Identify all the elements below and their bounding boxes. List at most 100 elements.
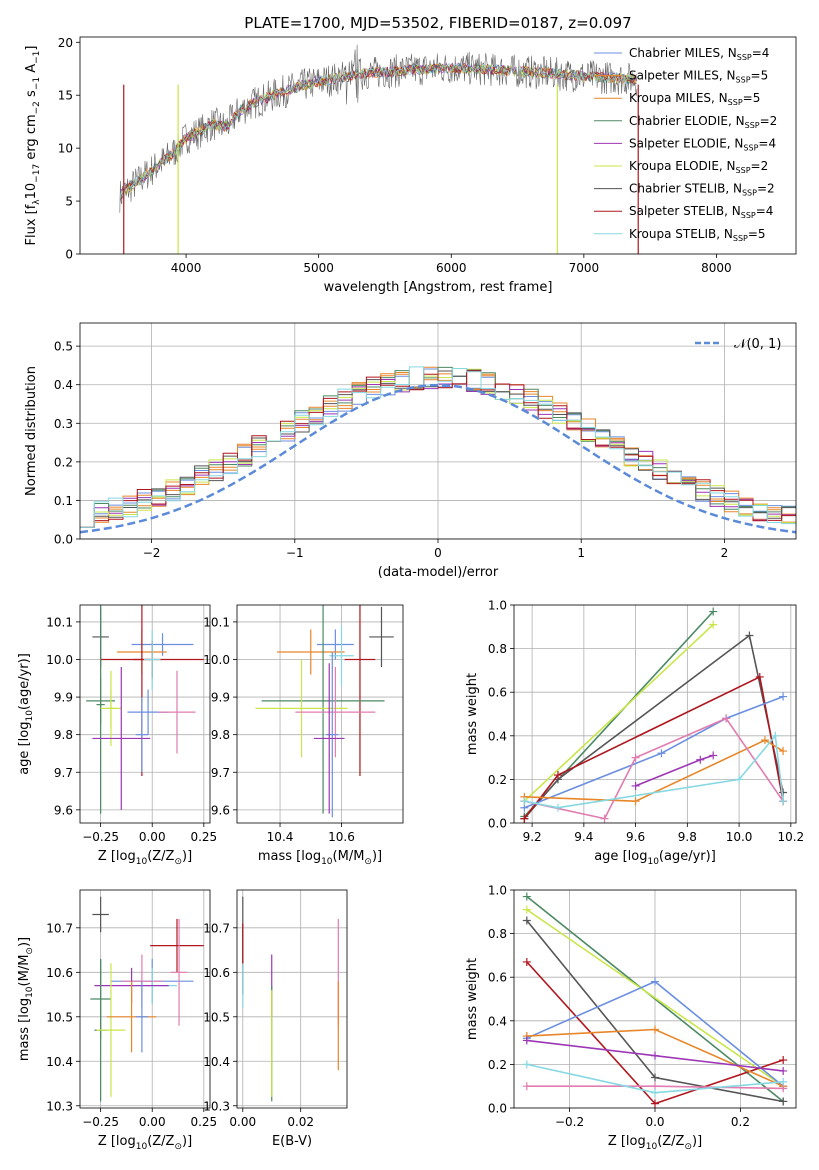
plot-area — [80, 323, 796, 539]
y-tick-label: 10.1 — [46, 615, 73, 629]
error-point — [326, 651, 339, 818]
model-spectrum — [119, 62, 637, 202]
plus-marker — [651, 1088, 659, 1097]
y-tick-label: 1.0 — [488, 884, 507, 898]
legend-label: Kroupa ELODIE, NSSP=2 — [629, 159, 768, 175]
y-tick-label: 10.6 — [46, 966, 73, 980]
plus-marker — [522, 1082, 531, 1091]
y-axis-label: mass [log10(M/M⊙)] — [17, 937, 35, 1061]
axes-frame — [79, 889, 211, 1109]
legend-label: Chabrier ELODIE, NSSP=2 — [629, 114, 777, 130]
error-point — [135, 697, 149, 773]
panel-4: 10.4 10.6 9.6 9.7 9.8 9.9 10.0 10.1 mass [log10(… — [203, 604, 404, 867]
x-tick-label: 0.00 — [139, 830, 166, 844]
y-tick-label: 0 — [65, 248, 73, 262]
y-tick-label: 10.5 — [203, 1010, 230, 1024]
error-point — [329, 625, 354, 686]
figure-title: PLATE=1700, MJD=53502, FIBERID=0187, z=0… — [244, 14, 631, 32]
mass-weight-line — [524, 739, 784, 803]
x-tick-label: 0.00 — [139, 1115, 166, 1129]
x-tick-label: −0.25 — [82, 1115, 119, 1129]
y-tick-label: 10 — [58, 142, 73, 156]
x-axis-label: Z [log10(Z/Z⊙)] — [98, 1134, 192, 1152]
plus-marker — [779, 1066, 788, 1075]
y-tick-label: 10.5 — [46, 1010, 73, 1024]
panel-2: −2 −1 0 1 2 0.0 0.1 0.2 0.3 0.4 0.5 (data-model)/er… — [24, 322, 797, 580]
panel-8: −0.2 0.0 0.2 0.0 0.2 0.4 0.6 0.8 1.0 Z [log10(Z/Z… — [465, 884, 797, 1152]
y-tick-label: 0.4 — [54, 378, 73, 392]
y-tick-label: 9.6 — [54, 803, 73, 817]
plus-marker — [779, 1097, 788, 1106]
y-tick-label: 0.2 — [488, 773, 507, 787]
mass-weight-line — [523, 675, 784, 820]
mass-weight-line — [523, 634, 784, 820]
legend-label: 𝒩(0, 1) — [734, 337, 781, 352]
plot-area — [514, 890, 796, 1108]
x-axis-label: Z [log10(Z/Z⊙)] — [98, 849, 192, 867]
y-tick-label: 0.4 — [488, 1014, 507, 1028]
y-tick-label: 1.0 — [488, 599, 507, 613]
plot-area — [80, 890, 210, 1108]
panel-6: −0.25 0.00 0.25 10.3 10.4 10.5 10.6 10.7 Z [log1… — [17, 889, 217, 1152]
plot-area — [237, 890, 347, 1108]
x-tick-label: 8000 — [701, 261, 732, 275]
y-tick-label: 10.4 — [203, 1055, 230, 1069]
plus-marker — [735, 775, 744, 784]
error-point — [92, 667, 151, 810]
error-point — [96, 963, 126, 1097]
model-spectrum — [119, 63, 638, 202]
x-tick-label: −1 — [286, 546, 304, 560]
legend: Chabrier MILES, NSSP=4 Salpeter MILES, NS… — [594, 46, 777, 243]
y-tick-label: 9.7 — [54, 766, 73, 780]
x-tick-label: 9.2 — [523, 830, 542, 844]
x-tick-label: 2 — [721, 546, 729, 560]
legend-label: Chabrier STELIB, NSSP=2 — [629, 182, 775, 198]
y-tick-label: 9.7 — [211, 766, 230, 780]
legend-label: Salpeter MILES, NSSP=5 — [629, 69, 768, 85]
y-tick-label: 0.0 — [54, 533, 73, 547]
plus-marker — [709, 607, 718, 616]
y-tick-label: 9.9 — [54, 691, 73, 705]
plus-marker — [553, 803, 562, 812]
plus-marker — [631, 781, 640, 790]
axes-frame — [513, 604, 797, 824]
x-axis-label: age [log10(age/yr)] — [594, 849, 716, 867]
y-tick-label: 10.0 — [203, 653, 230, 667]
axes-frame — [79, 36, 797, 255]
x-tick-label: 9.8 — [678, 830, 697, 844]
plus-marker — [779, 1077, 788, 1086]
x-axis-label: Z [log10(Z/Z⊙)] — [608, 1134, 702, 1152]
plus-marker — [722, 714, 731, 723]
y-tick-label: 9.6 — [211, 803, 230, 817]
error-point — [316, 629, 354, 660]
plus-marker — [522, 957, 531, 966]
x-tick-label: 0 — [434, 546, 442, 560]
x-axis-label: wavelength [Angstrom, rest frame] — [324, 280, 553, 295]
mass-weight-line — [524, 695, 784, 809]
error-point — [135, 981, 149, 1053]
plus-marker — [779, 797, 788, 806]
plus-marker — [709, 620, 718, 629]
panel-3: −0.25 0.00 0.25 9.6 9.7 9.8 9.9 10.0 10.1 Z [log1… — [17, 604, 217, 867]
y-tick-label: 10.7 — [203, 921, 230, 935]
plus-marker — [779, 1056, 788, 1065]
y-tick-label: 10.1 — [203, 615, 230, 629]
plus-marker — [553, 771, 562, 780]
plus-marker — [760, 736, 769, 745]
error-point — [86, 678, 116, 724]
plot-area — [80, 605, 210, 823]
x-axis-label: mass [log10(M/M⊙)] — [258, 849, 382, 867]
x-axis-label: (data-model)/error — [378, 565, 499, 580]
y-tick-label: 9.8 — [211, 728, 230, 742]
y-tick-label: 10.4 — [46, 1055, 73, 1069]
plus-marker — [657, 749, 666, 758]
y-tick-label: 10.3 — [203, 1099, 230, 1113]
legend-label: Chabrier MILES, NSSP=4 — [629, 46, 769, 62]
y-tick-label: 0.5 — [54, 340, 73, 354]
error-point — [276, 629, 345, 675]
y-tick-label: 0.8 — [488, 642, 507, 656]
y-tick-label: 0.6 — [488, 686, 507, 700]
error-point — [261, 605, 385, 814]
x-tick-label: 0.2 — [731, 1115, 750, 1129]
